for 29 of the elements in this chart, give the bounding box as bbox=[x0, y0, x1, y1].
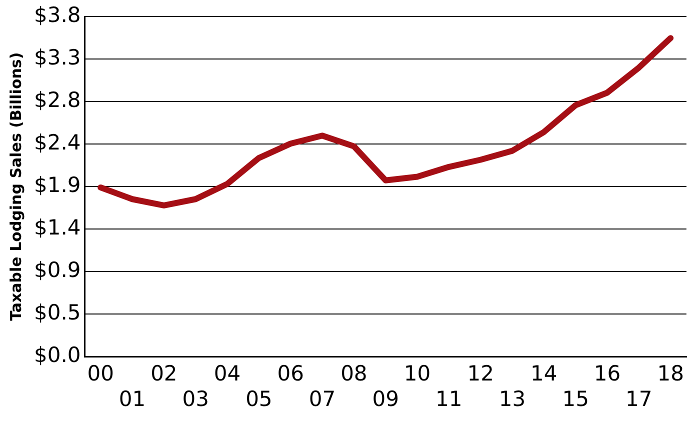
y-tick-label: $2.8 bbox=[34, 88, 81, 112]
x-tick-label: 16 bbox=[594, 362, 621, 386]
x-tick-label: 06 bbox=[277, 362, 304, 386]
x-tick-label: 07 bbox=[308, 386, 336, 411]
x-tick-label: 02 bbox=[150, 362, 178, 386]
x-tick-label: 17 bbox=[626, 386, 652, 411]
x-tick-label: 03 bbox=[182, 386, 209, 411]
y-tick-label: $2.4 bbox=[34, 130, 81, 155]
y-tick-label: $0.5 bbox=[34, 300, 81, 325]
x-tick-label: 14 bbox=[530, 362, 558, 386]
y-axis-title: Taxable Lodging Sales (Billions) bbox=[6, 52, 25, 321]
x-tick-label: 00 bbox=[87, 362, 114, 386]
x-tick-label: 05 bbox=[246, 386, 272, 411]
y-tick-label: $3.3 bbox=[34, 46, 81, 70]
x-tick-label: 09 bbox=[372, 386, 399, 411]
x-tick-label: 18 bbox=[657, 362, 684, 386]
y-tick-label: $3.8 bbox=[34, 3, 81, 28]
x-tick-label: 10 bbox=[404, 362, 431, 386]
x-tick-label: 04 bbox=[214, 362, 241, 386]
x-tick-label: 08 bbox=[340, 362, 368, 386]
x-tick-label: 12 bbox=[467, 362, 494, 386]
y-tick-label: $1.4 bbox=[34, 216, 81, 240]
x-tick-label: 15 bbox=[562, 386, 589, 411]
y-tick-label: $1.9 bbox=[34, 173, 81, 198]
x-tick-label: 13 bbox=[498, 386, 526, 411]
y-tick-label: $0.9 bbox=[34, 258, 81, 282]
x-tick-label: 11 bbox=[436, 386, 462, 411]
x-tick-label: 01 bbox=[118, 386, 146, 411]
y-tick-label: $0.0 bbox=[34, 343, 81, 368]
